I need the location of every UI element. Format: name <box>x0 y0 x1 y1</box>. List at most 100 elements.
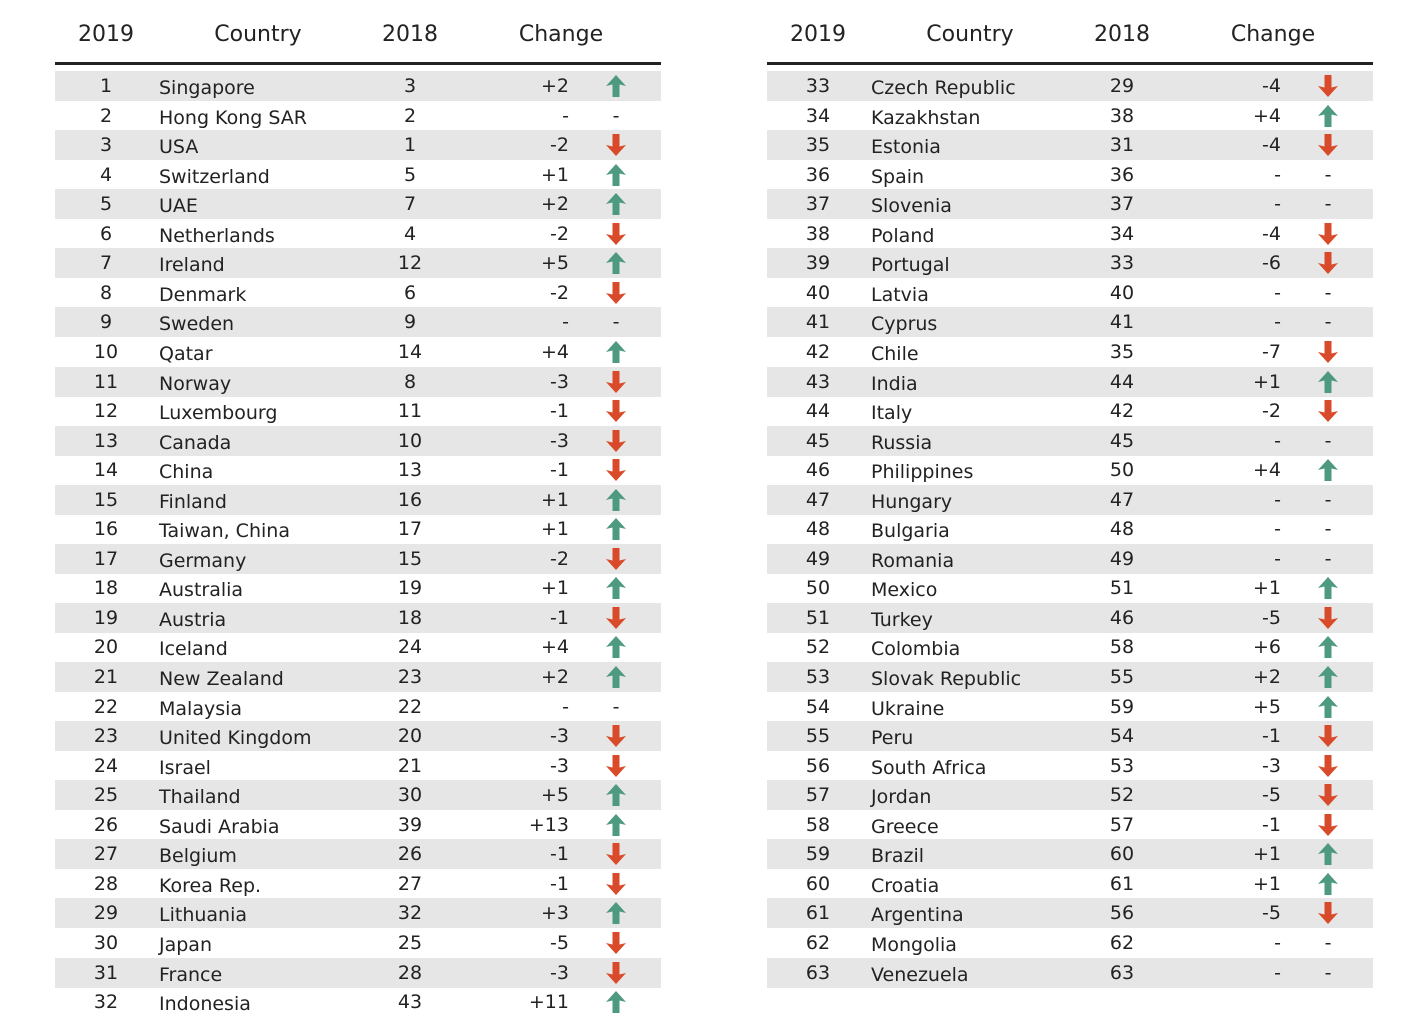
rank: 11 <box>93 370 119 393</box>
rank: 63 <box>805 961 831 984</box>
country: Mexico <box>871 579 938 602</box>
country: Lithuania <box>159 904 248 927</box>
change: -1 <box>550 606 569 629</box>
rank: 23 <box>93 725 119 748</box>
change: +1 <box>1252 843 1281 866</box>
header-rank: 2019 <box>790 22 846 47</box>
change: -3 <box>550 370 569 393</box>
country: Slovak Republic <box>871 668 1022 690</box>
row-band <box>767 721 1373 752</box>
change: - <box>1274 488 1281 511</box>
prev-rank: 18 <box>397 606 423 629</box>
arrow-up <box>606 784 626 807</box>
country: South Africa <box>871 756 987 779</box>
rank: 13 <box>93 429 119 452</box>
no-change: - <box>1324 429 1332 452</box>
country: Finland <box>159 490 227 513</box>
header-change: Change <box>1230 22 1316 47</box>
prev-rank: 45 <box>1109 429 1135 452</box>
country: Argentina <box>871 904 964 927</box>
row-band <box>55 957 661 988</box>
country: Taiwan, China <box>159 520 290 543</box>
rank: 8 <box>99 281 113 304</box>
arrow-down <box>606 459 626 482</box>
prev-rank: 36 <box>1109 163 1135 186</box>
rank: 9 <box>99 311 113 334</box>
country: Norway <box>159 372 232 395</box>
prev-rank: 22 <box>397 695 423 718</box>
prev-rank: 5 <box>403 163 417 186</box>
country: Ireland <box>159 254 225 277</box>
arrow-down <box>1318 725 1338 748</box>
country: Luxembourg <box>159 402 278 425</box>
change: +1 <box>540 518 569 541</box>
change: - <box>562 695 569 718</box>
arrow-up <box>606 75 626 97</box>
change: -6 <box>1262 252 1281 275</box>
prev-rank: 4 <box>403 222 417 245</box>
row-band <box>767 898 1373 929</box>
row-band <box>767 602 1373 633</box>
country: Indonesia <box>159 993 251 1014</box>
change: +1 <box>540 488 569 511</box>
prev-rank: 57 <box>1109 813 1135 836</box>
prev-rank: 50 <box>1109 459 1135 482</box>
rank: 61 <box>805 902 831 925</box>
arrow-down <box>1318 222 1338 245</box>
change: - <box>1274 311 1281 334</box>
prev-rank: 25 <box>397 931 423 954</box>
change: - <box>1274 281 1281 304</box>
prev-rank: 6 <box>403 281 417 304</box>
change: -3 <box>550 754 569 777</box>
no-change: - <box>612 695 620 718</box>
arrow-up <box>606 636 626 659</box>
arrow-down <box>606 931 626 954</box>
change: +2 <box>540 75 569 97</box>
row-band <box>55 130 661 161</box>
change: -1 <box>1262 813 1281 836</box>
rank: 19 <box>93 606 119 629</box>
prev-rank: 39 <box>397 813 423 836</box>
prev-rank: 2 <box>403 104 417 127</box>
prev-rank: 63 <box>1109 961 1135 984</box>
rank: 15 <box>93 488 119 511</box>
row-band <box>767 484 1373 515</box>
change: +4 <box>540 636 569 659</box>
change: +6 <box>1252 636 1281 659</box>
row-band <box>767 662 1373 692</box>
rank: 10 <box>93 340 119 363</box>
country: Bulgaria <box>871 520 950 543</box>
rank: 36 <box>805 163 831 186</box>
rank: 57 <box>805 784 831 807</box>
arrow-up <box>606 666 626 688</box>
header-rank: 2019 <box>78 22 134 47</box>
prev-rank: 49 <box>1109 547 1135 570</box>
prev-rank: 12 <box>397 252 423 275</box>
change: +4 <box>1252 459 1281 482</box>
change: -3 <box>550 961 569 984</box>
country: Brazil <box>871 845 925 868</box>
change: - <box>1274 518 1281 541</box>
no-change: - <box>612 311 620 334</box>
arrow-down <box>606 370 626 393</box>
country: Canada <box>159 431 232 454</box>
rank: 55 <box>805 725 831 748</box>
prev-rank: 56 <box>1109 902 1135 925</box>
arrow-down <box>606 843 626 866</box>
row-band <box>55 543 661 574</box>
rank: 26 <box>93 813 119 836</box>
prev-rank: 59 <box>1109 695 1135 718</box>
row-band <box>767 957 1373 988</box>
prev-rank: 7 <box>403 193 417 216</box>
header-rule <box>767 62 1373 65</box>
header-prev-rank: 2018 <box>382 22 438 47</box>
change: -2 <box>550 134 569 157</box>
arrow-up <box>1318 695 1338 718</box>
row-band <box>767 543 1373 574</box>
rank: 28 <box>93 872 119 895</box>
prev-rank: 53 <box>1109 754 1135 777</box>
arrow-down <box>606 961 626 984</box>
rank: 16 <box>93 518 119 541</box>
arrow-down <box>606 725 626 748</box>
rank: 45 <box>805 429 831 452</box>
